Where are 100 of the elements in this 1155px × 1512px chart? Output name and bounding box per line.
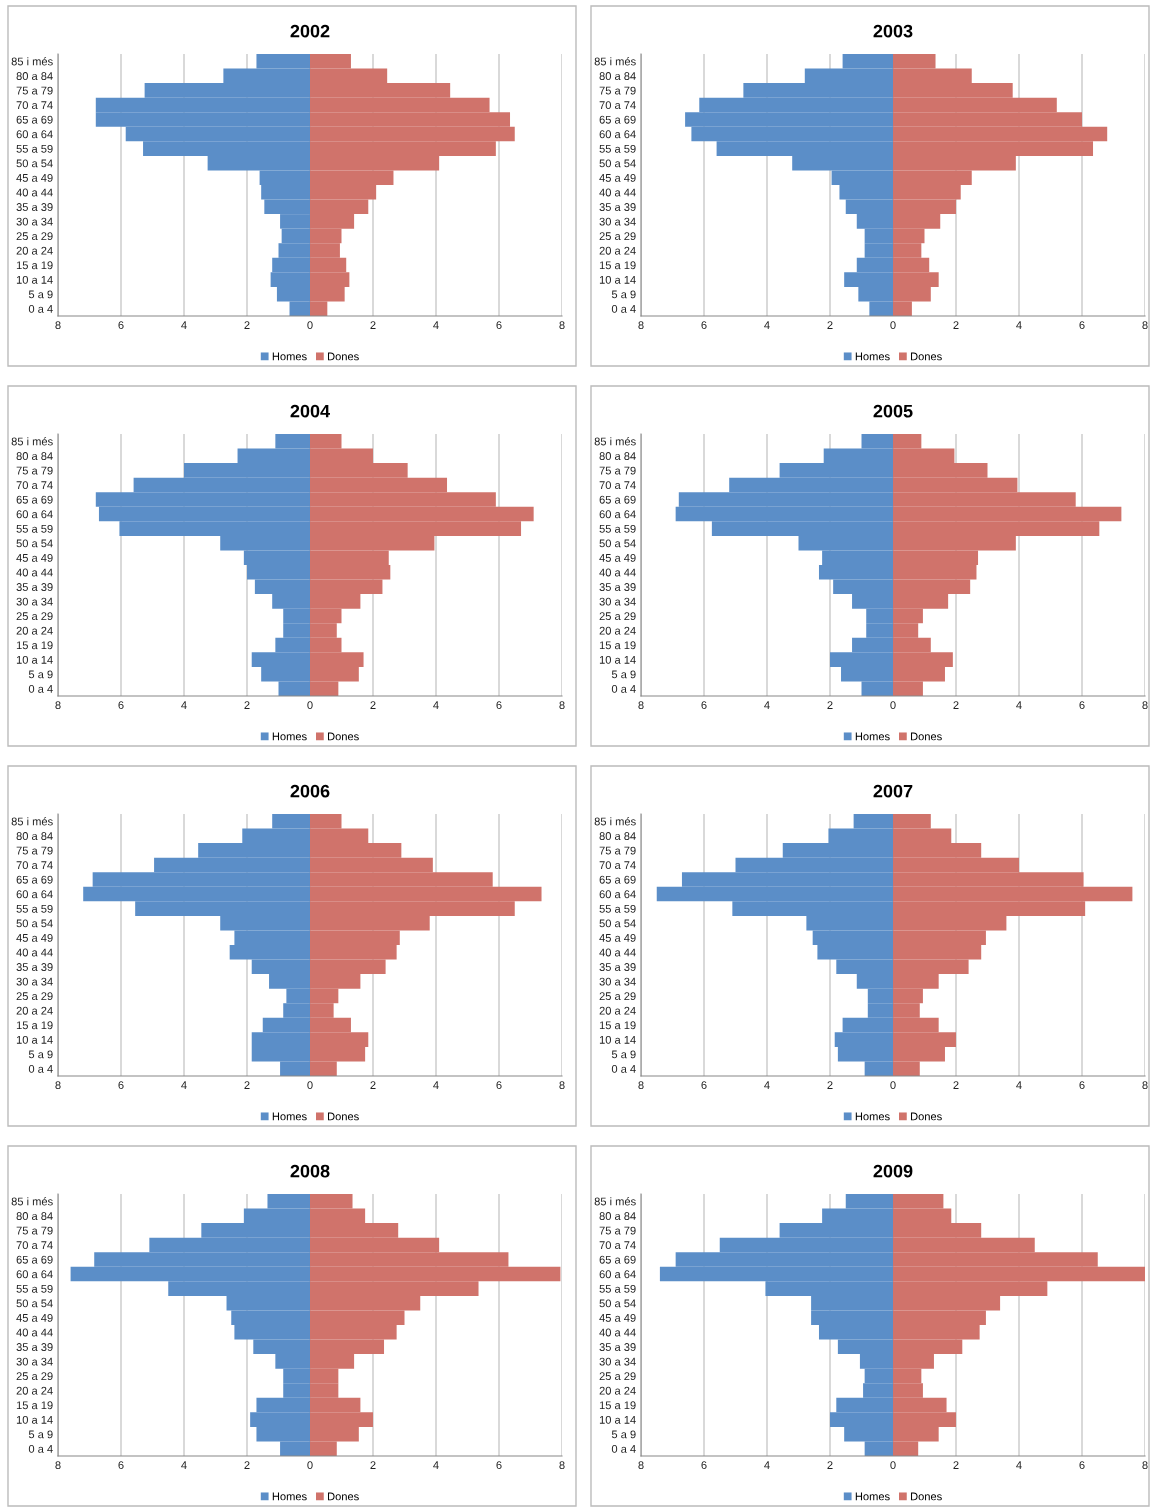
x-tick-label: 4 (433, 701, 439, 709)
x-tick-label: 4 (181, 321, 187, 329)
y-tick-label: 30 a 34 (599, 1357, 636, 1366)
x-tick-label: 6 (701, 1081, 707, 1090)
y-tick-label: 5 a 9 (611, 670, 636, 679)
y-tick-label: 5 a 9 (28, 290, 53, 299)
y-tick-label: 25 a 29 (599, 992, 636, 1001)
y-tick-label: 45 a 49 (599, 933, 636, 942)
x-tick-label: 8 (1142, 1461, 1148, 1470)
y-tick-label: 80 a 84 (16, 452, 53, 460)
y-tick-label: 65 a 69 (16, 495, 53, 504)
y-tick-label: 60 a 64 (599, 510, 636, 519)
chart-title: 2006 (290, 784, 330, 798)
y-tick-label: 40 a 44 (16, 568, 53, 577)
y-tick-label: 75 a 79 (16, 86, 53, 95)
y-tick-label: 60 a 64 (16, 130, 53, 139)
x-tick-label: 2 (244, 701, 250, 709)
y-tick-label: 45 a 49 (16, 173, 53, 182)
y-tick-label: 25 a 29 (16, 232, 53, 241)
y-tick-label: 50 a 54 (16, 539, 53, 548)
y-tick-label: 70 a 74 (16, 101, 53, 110)
x-tick-label: 6 (1079, 321, 1085, 330)
x-tick-label: 2 (370, 1461, 376, 1469)
x-tick-label: 6 (1079, 701, 1085, 710)
y-tick-label: 30 a 34 (16, 977, 53, 986)
y-tick-label: 40 a 44 (599, 188, 636, 197)
x-tick-label: 6 (118, 701, 124, 710)
y-tick-label: 80 a 84 (599, 1212, 636, 1220)
x-tick-label: 2 (370, 701, 376, 709)
y-tick-label: 20 a 24 (599, 1386, 636, 1395)
x-tick-label: 0 (307, 1081, 313, 1090)
y-tick-label: 5 a 9 (28, 670, 53, 679)
y-tick-label: 15 a 19 (599, 261, 636, 270)
x-tick-label: 6 (701, 701, 707, 710)
y-tick-label: 75 a 79 (599, 846, 636, 855)
x-tick-label: 8 (1142, 701, 1148, 710)
y-tick-label: 5 a 9 (611, 1430, 636, 1439)
y-tick-label: 15 a 19 (599, 1401, 636, 1410)
y-tick-label: 55 a 59 (599, 144, 636, 153)
y-tick-label: 0 a 4 (611, 304, 636, 313)
y-tick-label: 20 a 24 (16, 246, 53, 255)
legend-label: Homes (272, 352, 307, 361)
y-tick-label: 50 a 54 (599, 919, 636, 928)
x-tick-label: 0 (307, 1461, 313, 1470)
y-tick-label: 85 i més (11, 437, 53, 446)
legend-label: Dones (911, 352, 942, 361)
legend-label: Dones (328, 732, 359, 741)
y-tick-label: 75 a 79 (599, 1226, 636, 1235)
y-tick-label: 65 a 69 (599, 495, 636, 504)
x-tick-label: 4 (433, 321, 439, 329)
y-tick-label: 25 a 29 (16, 992, 53, 1001)
y-tick-label: 75 a 79 (16, 846, 53, 855)
y-tick-label: 40 a 44 (599, 1328, 636, 1337)
x-tick-label: 6 (496, 321, 502, 330)
x-tick-label: 0 (307, 701, 313, 710)
y-tick-label: 55 a 59 (16, 904, 53, 913)
y-tick-label: 85 i més (594, 57, 636, 66)
y-tick-label: 85 i més (594, 437, 636, 446)
y-tick-label: 10 a 14 (16, 655, 53, 664)
x-tick-label: 8 (1142, 321, 1148, 330)
y-tick-label: 10 a 14 (16, 1035, 53, 1044)
y-tick-label: 30 a 34 (599, 217, 636, 226)
y-tick-label: 35 a 39 (599, 1343, 636, 1351)
y-tick-label: 65 a 69 (599, 115, 636, 124)
y-tick-label: 80 a 84 (16, 832, 53, 840)
y-tick-label: 85 i més (11, 817, 53, 826)
y-tick-label: 30 a 34 (16, 1357, 53, 1366)
chart-title: 2007 (873, 784, 913, 798)
y-tick-label: 35 a 39 (599, 203, 636, 211)
y-tick-label: 20 a 24 (599, 1006, 636, 1015)
x-tick-label: 2 (827, 321, 833, 329)
y-tick-label: 0 a 4 (611, 684, 636, 693)
x-tick-label: 4 (181, 1081, 187, 1089)
y-tick-label: 10 a 14 (599, 1415, 636, 1424)
y-tick-label: 25 a 29 (16, 612, 53, 621)
y-tick-label: 20 a 24 (599, 246, 636, 255)
x-tick-label: 2 (244, 1461, 250, 1469)
x-tick-label: 4 (181, 701, 187, 709)
y-tick-label: 0 a 4 (28, 304, 53, 313)
y-tick-label: 10 a 14 (16, 1415, 53, 1424)
y-tick-label: 45 a 49 (16, 553, 53, 562)
x-tick-label: 8 (559, 1461, 565, 1470)
y-tick-label: 80 a 84 (16, 72, 53, 80)
y-tick-label: 20 a 24 (599, 626, 636, 635)
y-tick-label: 85 i més (11, 57, 53, 66)
y-tick-label: 40 a 44 (16, 188, 53, 197)
x-tick-label: 2 (827, 1461, 833, 1469)
y-tick-label: 15 a 19 (16, 261, 53, 270)
y-tick-label: 30 a 34 (599, 597, 636, 606)
y-tick-label: 50 a 54 (16, 919, 53, 928)
x-tick-label: 8 (638, 321, 644, 330)
y-tick-label: 15 a 19 (599, 641, 636, 650)
chart-title: 2008 (290, 1164, 330, 1178)
chart-title: 2005 (873, 404, 913, 418)
x-tick-label: 2 (953, 321, 959, 329)
y-tick-label: 35 a 39 (599, 583, 636, 591)
y-tick-label: 35 a 39 (16, 1343, 53, 1351)
y-tick-label: 15 a 19 (16, 1401, 53, 1410)
y-tick-label: 50 a 54 (599, 539, 636, 548)
x-tick-label: 0 (890, 1081, 896, 1090)
